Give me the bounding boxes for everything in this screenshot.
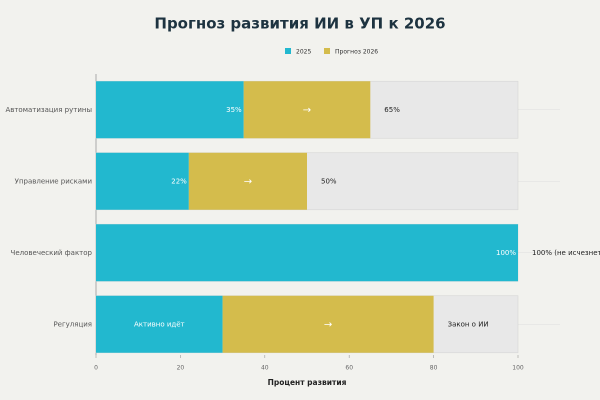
x-tick-label: 60 — [345, 365, 353, 372]
end-label: Закон о ИИ — [448, 320, 489, 328]
category-label: Автоматизация рутины — [5, 106, 92, 114]
category-label: Человеческий фактор — [11, 249, 93, 257]
category-label: Регуляция — [53, 320, 92, 328]
end-label: 65% — [384, 106, 400, 114]
bar-segment — [222, 295, 434, 353]
arrow-label: → — [324, 319, 332, 330]
chart-title: Прогноз развития ИИ в УП к 2026 — [154, 15, 445, 33]
end-label: 50% — [321, 177, 337, 185]
inner-label: 35% — [226, 106, 242, 114]
bar-segment — [96, 295, 223, 353]
x-tick-label: 80 — [430, 365, 438, 372]
inner-label: 100% — [496, 249, 516, 257]
x-axis-label: Процент развития — [268, 378, 347, 387]
legend-swatch — [324, 48, 330, 54]
category-label: Управление рисками — [15, 177, 92, 185]
legend-label: Прогноз 2026 — [335, 49, 378, 56]
x-tick-label: 100 — [512, 365, 524, 372]
inner-label: Активно идёт — [134, 320, 185, 328]
x-tick-label: 0 — [94, 365, 98, 372]
legend-label: 2025 — [296, 49, 311, 56]
inner-label: 22% — [171, 177, 187, 185]
arrow-label: → — [303, 105, 311, 116]
bar-segment — [96, 224, 518, 282]
x-tick-label: 20 — [177, 365, 185, 372]
bar-segment — [243, 81, 371, 139]
x-tick-label: 40 — [261, 365, 269, 372]
legend-swatch — [285, 48, 291, 54]
end-label: 100% (не исчезнет) — [532, 249, 600, 257]
arrow-label: → — [244, 176, 252, 187]
bar-segment — [96, 152, 189, 210]
bar-segment — [188, 152, 307, 210]
bar-segment — [96, 81, 244, 139]
